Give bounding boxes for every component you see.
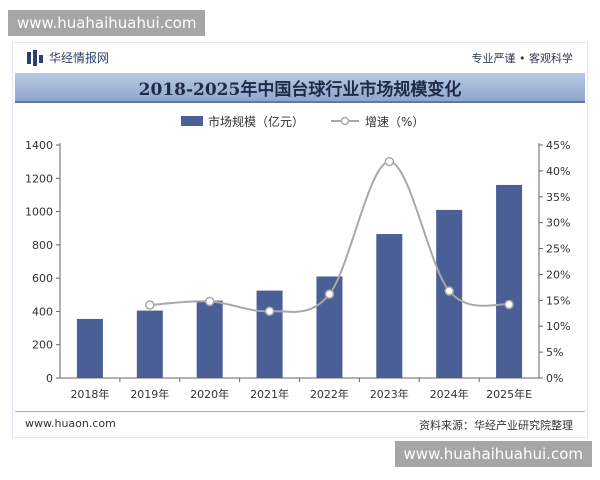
- legend-swatch-bar: [181, 116, 203, 126]
- y-right-tick-label: 45%: [546, 139, 570, 152]
- y-right-tick-label: 40%: [546, 165, 570, 178]
- chart-card: 华经情报网 专业严谨 • 客观科学 2018-2025年中国台球行业市场规模变化…: [12, 42, 588, 438]
- y-right-tick-label: 15%: [546, 294, 570, 307]
- y-right-tick-label: 20%: [546, 268, 570, 281]
- y-right-tick-label: 5%: [546, 346, 563, 359]
- y-left-tick-label: 400: [32, 305, 53, 318]
- growth-point: [384, 156, 395, 167]
- legend-marker-line: [340, 116, 350, 126]
- bar: [196, 300, 223, 378]
- brand: 华经情报网: [27, 49, 109, 66]
- y-left-tick-label: 1400: [25, 139, 53, 152]
- x-tick-label: 2022年: [310, 387, 349, 401]
- y-right-tick-label: 30%: [546, 217, 570, 230]
- x-tick-label: 2023年: [370, 387, 409, 401]
- y-right-tick-label: 25%: [546, 243, 570, 256]
- x-tick-label: 2025年E: [486, 387, 532, 401]
- legend-label-bar: 市场规模（亿元）: [208, 114, 304, 129]
- y-left-tick-label: 600: [32, 272, 53, 285]
- y-left-tick-label: 1000: [25, 206, 53, 219]
- bar: [376, 234, 403, 378]
- x-tick-label: 2021年: [250, 387, 289, 401]
- x-tick-label: 2019年: [130, 387, 169, 401]
- y-left-tick-label: 200: [32, 339, 53, 352]
- brand-logo-icon: [27, 49, 43, 66]
- brand-name: 华经情报网: [49, 51, 110, 65]
- y-left-tick-label: 800: [32, 239, 53, 252]
- y-left-tick-label: 0: [46, 372, 53, 385]
- chart-title: 2018-2025年中国台球行业市场规模变化: [138, 79, 462, 100]
- y-right-tick-label: 35%: [546, 191, 570, 204]
- growth-point: [264, 306, 275, 316]
- growth-point: [324, 289, 335, 299]
- y-right-tick-label: 10%: [546, 320, 570, 333]
- growth-point: [204, 296, 215, 307]
- bar: [256, 290, 283, 378]
- bar: [136, 310, 163, 378]
- legend-label-line: 增速（%）: [365, 115, 424, 129]
- slogan: 专业严谨 • 客观科学: [471, 52, 573, 65]
- y-left-tick-label: 1200: [25, 172, 53, 185]
- y-right-tick-label: 0%: [546, 372, 563, 385]
- bar: [76, 318, 103, 378]
- growth-point: [145, 300, 155, 310]
- growth-point: [444, 286, 454, 296]
- footer-source: 资料来源：华经产业研究院整理: [419, 419, 573, 432]
- x-tick-label: 2020年: [190, 387, 229, 401]
- bar: [496, 184, 523, 378]
- watermark-top: www.huahaihuahui.com: [8, 10, 206, 36]
- footer-divider: [15, 411, 585, 412]
- footer-url: www.huaon.com: [25, 417, 116, 430]
- growth-point: [504, 299, 514, 310]
- x-tick-label: 2024年: [430, 387, 469, 401]
- chart-svg: 市场规模（亿元） 增速（%） 0 200 400 600 800 1000 1200 1400 0%…: [25, 114, 570, 401]
- x-tick-label: 2018年: [70, 387, 109, 401]
- watermark-bottom: www.huahaihuahui.com: [394, 441, 592, 467]
- title-banner: 2018-2025年中国台球行业市场规模变化: [15, 73, 585, 103]
- legend: 市场规模（亿元） 增速（%）: [181, 114, 424, 129]
